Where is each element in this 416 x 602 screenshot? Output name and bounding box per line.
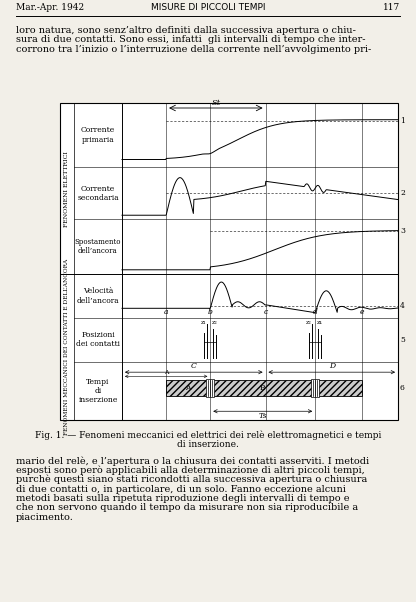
Text: B: B <box>260 384 265 392</box>
Text: MISURE DI PICCOLI TEMPI: MISURE DI PICCOLI TEMPI <box>151 3 265 12</box>
Text: esposti sono però applicabili alla determinazione di altri piccoli tempi,: esposti sono però applicabili alla deter… <box>16 465 365 475</box>
Text: FENOMENI MECCANICI DEI CONTATTI E DELL’ANCORA: FENOMENI MECCANICI DEI CONTATTI E DELL’A… <box>64 259 69 435</box>
Bar <box>166 380 362 396</box>
Text: sura di due contatti. Sono essi, infatti  gli intervalli di tempo che inter-: sura di due contatti. Sono essi, infatti… <box>16 36 366 45</box>
Text: z₄: z₄ <box>316 320 322 325</box>
Text: FENOMENI ELETTRICI: FENOMENI ELETTRICI <box>64 150 69 226</box>
Text: z₂: z₂ <box>211 320 217 325</box>
Text: Posizioni
dei contatti: Posizioni dei contatti <box>76 331 120 349</box>
Text: d: d <box>313 308 318 316</box>
Text: Fig. 1. — Fenomeni meccanici ed elettrici dei relè elettromagnetici e tempi: Fig. 1. — Fenomeni meccanici ed elettric… <box>35 430 381 439</box>
Text: Mar.-Apr. 1942: Mar.-Apr. 1942 <box>16 3 84 12</box>
Text: corrono tra l’inizio o l’interruzione della corrente nell’avvolgimento pri-: corrono tra l’inizio o l’interruzione de… <box>16 45 371 54</box>
Text: A: A <box>186 384 191 392</box>
Text: D: D <box>329 362 335 370</box>
Text: metodi basati sulla ripetuta riproduzione degli intervalli di tempo e: metodi basati sulla ripetuta riproduzion… <box>16 494 349 503</box>
Text: 6: 6 <box>400 384 405 392</box>
Text: che non servono quando il tempo da misurare non sia riproducibile a: che non servono quando il tempo da misur… <box>16 503 358 512</box>
Text: a: a <box>164 308 168 316</box>
Text: Spostamento
dell’ancora: Spostamento dell’ancora <box>75 238 121 255</box>
Text: 2: 2 <box>400 189 405 197</box>
Text: di due contatti o, in particolare, di un solo. Fanno eccezione alcuni: di due contatti o, in particolare, di un… <box>16 485 346 494</box>
Text: piacimento.: piacimento. <box>16 513 74 522</box>
Text: C: C <box>191 362 197 370</box>
Text: St: St <box>211 99 220 107</box>
Text: 4: 4 <box>400 302 405 309</box>
Text: di inserzione.: di inserzione. <box>177 440 239 449</box>
Text: Ts: Ts <box>258 412 267 420</box>
Bar <box>60 103 398 420</box>
Text: Velocità
dell’ancora: Velocità dell’ancora <box>77 287 119 305</box>
Text: purchè questi siano stati ricondotti alla successiva apertura o chiusura: purchè questi siano stati ricondotti all… <box>16 475 367 485</box>
Text: Tempi
di
inserzione: Tempi di inserzione <box>78 377 118 404</box>
Bar <box>311 379 319 397</box>
Text: 117: 117 <box>383 3 400 12</box>
Text: mario del relè, e l’apertura o la chiusura dei contatti asserviti. I metodi: mario del relè, e l’apertura o la chiusu… <box>16 456 369 465</box>
Text: 1: 1 <box>400 117 405 125</box>
Bar <box>206 379 214 397</box>
Text: b: b <box>208 308 213 316</box>
Text: Corrente
secondaria: Corrente secondaria <box>77 185 119 202</box>
Text: A: A <box>164 370 168 375</box>
Text: c: c <box>263 308 267 316</box>
Text: e: e <box>360 308 364 316</box>
Text: loro natura, sono senz’altro definiti dalla successiva apertura o chiu-: loro natura, sono senz’altro definiti da… <box>16 26 356 35</box>
Text: 5: 5 <box>400 336 405 344</box>
Text: Corrente
primaria: Corrente primaria <box>81 126 115 144</box>
Text: z₁: z₁ <box>201 320 206 325</box>
Text: z₂: z₂ <box>305 320 311 325</box>
Text: 3: 3 <box>400 228 405 235</box>
